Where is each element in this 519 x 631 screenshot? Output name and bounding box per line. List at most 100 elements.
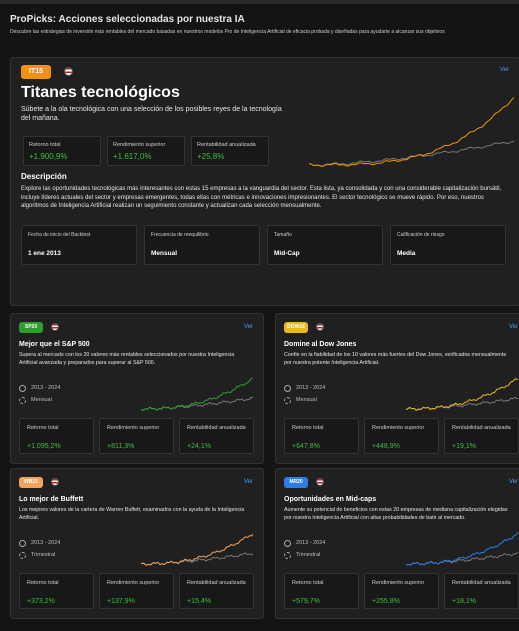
stat-value: +24,1% — [187, 443, 211, 450]
stat-value: +1.617,0% — [113, 152, 152, 161]
stat-box: Retorno total +1.900,9% — [23, 136, 101, 166]
info-label: Calificación de riesgo — [397, 232, 445, 238]
info-box: Calificación de riesgo Media — [390, 225, 506, 265]
stat-label: Retorno total — [292, 580, 324, 586]
badge: WB15 — [19, 477, 43, 488]
sparkline-path — [406, 531, 518, 566]
view-link[interactable]: Ver — [508, 479, 518, 485]
stat-value: +19,1% — [452, 443, 476, 450]
frequency: Trimestral — [296, 552, 321, 558]
clock-icon — [19, 540, 26, 547]
strategy-card: DOW16 Ver Domine al Dow Jones Confíe en la … — [275, 313, 519, 464]
section-title: Descripción — [21, 172, 67, 181]
sparkline — [141, 533, 253, 566]
sparkline — [309, 97, 514, 167]
stat-label: Rentabilidad anualizada — [452, 425, 511, 431]
card-description: Aumente su potencial de beneficios con e… — [284, 507, 508, 521]
stat-value: +255,8% — [372, 598, 400, 605]
info-value: Mid-Cap — [274, 250, 300, 257]
badge: IT15 — [21, 65, 51, 79]
card-title: Mejor que el S&P 500 — [19, 341, 90, 348]
stat-box: Rendimiento superior +448,9% — [364, 418, 439, 454]
stat-box: Rendimiento superior +137,9% — [99, 573, 174, 609]
sparkline-path — [309, 97, 514, 167]
stat-value: +25,8% — [197, 152, 225, 161]
stat-label: Rendimiento superior — [372, 580, 425, 586]
stat-label: Rendimiento superior — [107, 580, 160, 586]
frequency: Trimestral — [31, 552, 56, 558]
sparkline-path — [141, 377, 253, 411]
period: 2013 - 2024 — [31, 540, 61, 546]
strategy-card: WB15 Ver Lo mejor de Buffett Los mejores va… — [10, 468, 264, 619]
card-description: Supera al mercado con los 20 valores más… — [19, 352, 235, 366]
view-link[interactable]: Ver — [243, 479, 253, 485]
refresh-icon — [284, 552, 291, 559]
info-value: Mensual — [151, 250, 178, 257]
view-link[interactable]: Ver — [508, 324, 518, 330]
info-label: Tamaño — [274, 232, 292, 238]
flag — [316, 478, 324, 486]
featured-body: Explore las oportunidades tecnológicas m… — [21, 186, 502, 209]
strategy-card: MR20 Ver Oportunidades en Mid-caps Aumente … — [275, 468, 519, 619]
stat-label: Rentabilidad anualizada — [197, 142, 256, 148]
flag — [316, 323, 324, 331]
view-link[interactable]: Ver — [243, 324, 253, 330]
info-box: Frecuencia de reequilibrio Mensual — [144, 225, 260, 265]
stat-box: Retorno total +647,8% — [284, 418, 359, 454]
stat-label: Retorno total — [27, 580, 59, 586]
stat-value: +1.095,2% — [27, 443, 61, 450]
stat-label: Retorno total — [27, 425, 59, 431]
refresh-icon — [19, 397, 26, 404]
badge: DOW16 — [284, 322, 308, 333]
info-label: Fecha de inicio del Backtest — [28, 232, 91, 238]
stat-label: Rentabilidad anualizada — [187, 580, 246, 586]
badge: SP20 — [19, 322, 43, 333]
featured-description: Súbete a la ola tecnológica con una sele… — [21, 106, 282, 122]
flag — [51, 323, 59, 331]
stat-value: +647,8% — [292, 443, 320, 450]
stat-label: Rentabilidad anualizada — [187, 425, 246, 431]
featured-card: IT15 Ver Titanes tecnológicos Súbete a la o… — [10, 57, 519, 306]
stat-box: Rentabilidad anualizada +24,1% — [179, 418, 254, 454]
stat-box: Rendimiento superior +1.617,0% — [107, 136, 185, 166]
info-value: Media — [397, 250, 416, 257]
badge: MR20 — [284, 477, 308, 488]
stat-value: +1.900,9% — [29, 152, 68, 161]
sparkline-path — [141, 396, 253, 411]
sparkline-path — [141, 533, 253, 566]
stat-box: Retorno total +373,2% — [19, 573, 94, 609]
clock-icon — [284, 540, 291, 547]
stat-value: +137,9% — [107, 598, 135, 605]
frequency: Mensual — [31, 397, 52, 403]
strategy-card: SP20 Ver Mejor que el S&P 500 Supera al mer… — [10, 313, 264, 464]
stat-label: Rendimiento superior — [113, 142, 166, 148]
stat-box: Rentabilidad anualizada +18,1% — [444, 573, 519, 609]
frequency: Mensual — [296, 397, 317, 403]
refresh-icon — [284, 397, 291, 404]
info-label: Frecuencia de reequilibrio — [151, 232, 209, 238]
stat-label: Retorno total — [292, 425, 324, 431]
period: 2013 - 2024 — [296, 540, 326, 546]
page-subtitle: Descubre las estrategias de inversión má… — [10, 29, 445, 35]
refresh-icon — [19, 552, 26, 559]
stat-box: Rendimiento superior +811,3% — [99, 418, 174, 454]
view-link[interactable]: Ver — [499, 67, 509, 73]
period: 2013 - 2024 — [31, 385, 61, 391]
card-title: Lo mejor de Buffett — [19, 496, 84, 503]
stat-value: +448,9% — [372, 443, 400, 450]
stat-box: Rentabilidad anualizada +15,4% — [179, 573, 254, 609]
clock-icon — [284, 385, 291, 392]
card-title: Oportunidades en Mid-caps — [284, 496, 377, 503]
stat-box: Retorno total +1.095,2% — [19, 418, 94, 454]
page-title: ProPicks: Acciones seleccionadas por nue… — [10, 14, 245, 25]
card-description: Los mejores valores de la cartera de War… — [19, 507, 245, 521]
info-box: Fecha de inicio del Backtest 1 ene 2013 — [21, 225, 137, 265]
stat-label: Retorno total — [29, 142, 61, 148]
card-description: Confíe en la fiabilidad de los 10 valore… — [284, 352, 507, 366]
top-bar — [0, 0, 519, 4]
card-title: Domine al Dow Jones — [284, 341, 357, 348]
stat-value: +811,3% — [107, 443, 135, 450]
stat-value: +18,1% — [452, 598, 476, 605]
info-value: 1 ene 2013 — [28, 250, 61, 257]
